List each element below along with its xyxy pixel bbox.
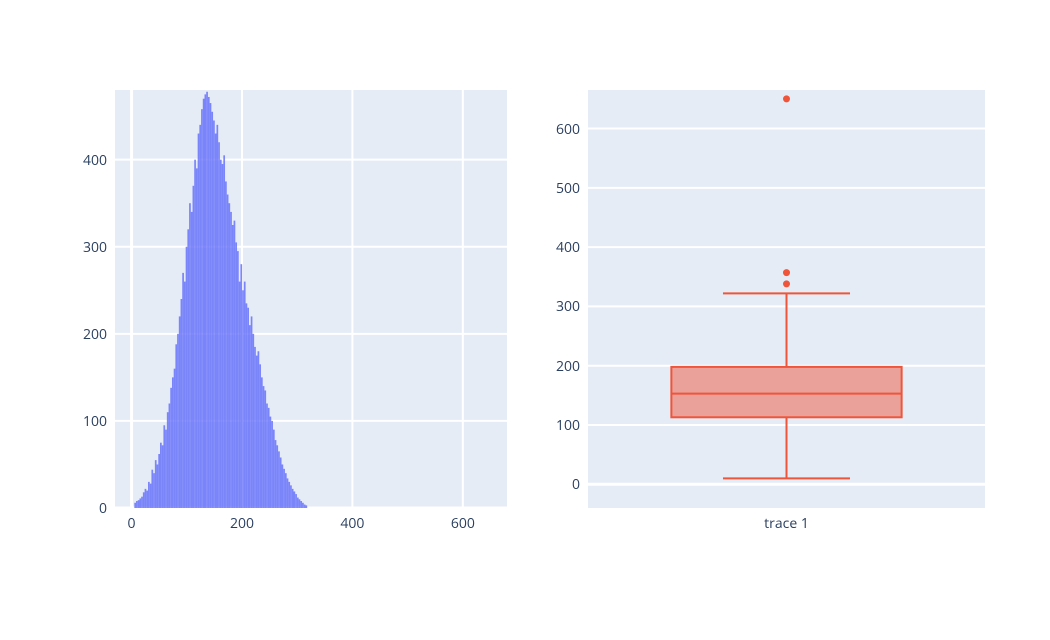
histogram-x-tick-label: 600 bbox=[451, 514, 475, 533]
boxplot-outlier bbox=[783, 95, 790, 102]
boxplot-y-tick-label: 100 bbox=[556, 416, 580, 435]
boxplot-y-tick-label: 500 bbox=[556, 179, 580, 198]
histogram-y-tick-label: 200 bbox=[83, 325, 107, 344]
histogram-x-tick-label: 0 bbox=[128, 514, 136, 533]
boxplot-outlier bbox=[783, 280, 790, 287]
boxplot-svg bbox=[588, 90, 985, 508]
boxplot-panel bbox=[588, 90, 985, 508]
boxplot-plot-area[interactable] bbox=[588, 90, 985, 508]
boxplot-outlier bbox=[783, 269, 790, 276]
histogram-svg bbox=[115, 90, 507, 508]
boxplot-y-tick-label: 200 bbox=[556, 357, 580, 376]
histogram-x-tick-label: 200 bbox=[230, 514, 254, 533]
histogram-y-tick-label: 400 bbox=[83, 151, 107, 170]
boxplot-y-tick-label: 300 bbox=[556, 297, 580, 316]
boxplot-y-tick-label: 600 bbox=[556, 120, 580, 139]
histogram-panel bbox=[115, 90, 507, 508]
boxplot-box bbox=[671, 367, 901, 417]
histogram-x-tick-label: 400 bbox=[340, 514, 364, 533]
histogram-y-tick-label: 0 bbox=[99, 499, 107, 518]
boxplot-x-category-label: trace 1 bbox=[764, 514, 809, 533]
histogram-plot-area[interactable] bbox=[115, 90, 507, 508]
boxplot-y-tick-label: 0 bbox=[572, 475, 580, 494]
boxplot-y-tick-label: 400 bbox=[556, 238, 580, 257]
histogram-y-tick-label: 100 bbox=[83, 412, 107, 431]
histogram-y-tick-label: 300 bbox=[83, 238, 107, 257]
figure: 0 100 200 300 400 0 200 400 600 0 100 200 300 400 50… bbox=[0, 0, 1050, 640]
